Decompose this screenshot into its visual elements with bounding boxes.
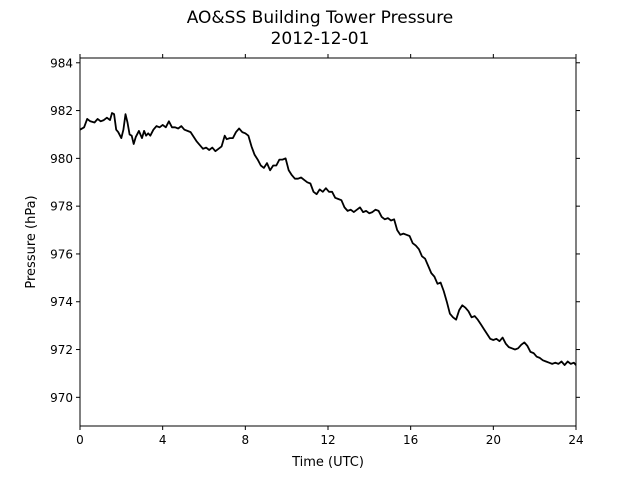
y-tick-label: 982 (50, 104, 73, 118)
x-tick-label: 24 (568, 433, 583, 447)
y-tick-label: 984 (50, 56, 73, 70)
y-tick-label: 970 (50, 391, 73, 405)
x-tick-label: 20 (486, 433, 501, 447)
x-tick-label: 4 (159, 433, 167, 447)
pressure-line (79, 112, 577, 367)
y-tick-label: 974 (50, 295, 73, 309)
y-axis-label: Pressure (hPa) (24, 195, 39, 288)
plot-frame (79, 57, 577, 427)
plot-area (80, 58, 576, 426)
x-tick-label: 8 (242, 433, 250, 447)
y-tick-label: 978 (50, 200, 73, 214)
x-tick-label: 12 (320, 433, 335, 447)
y-tick-label: 972 (50, 343, 73, 357)
chart-subtitle: 2012-12-01 (270, 29, 370, 49)
x-tick-label: 16 (403, 433, 418, 447)
x-axis-label: Time (UTC) (291, 455, 364, 470)
y-tick-label: 980 (50, 152, 73, 166)
x-tick-label: 0 (76, 433, 84, 447)
chart-title: AO&SS Building Tower Pressure (186, 8, 454, 28)
y-tick-label: 976 (50, 247, 73, 261)
